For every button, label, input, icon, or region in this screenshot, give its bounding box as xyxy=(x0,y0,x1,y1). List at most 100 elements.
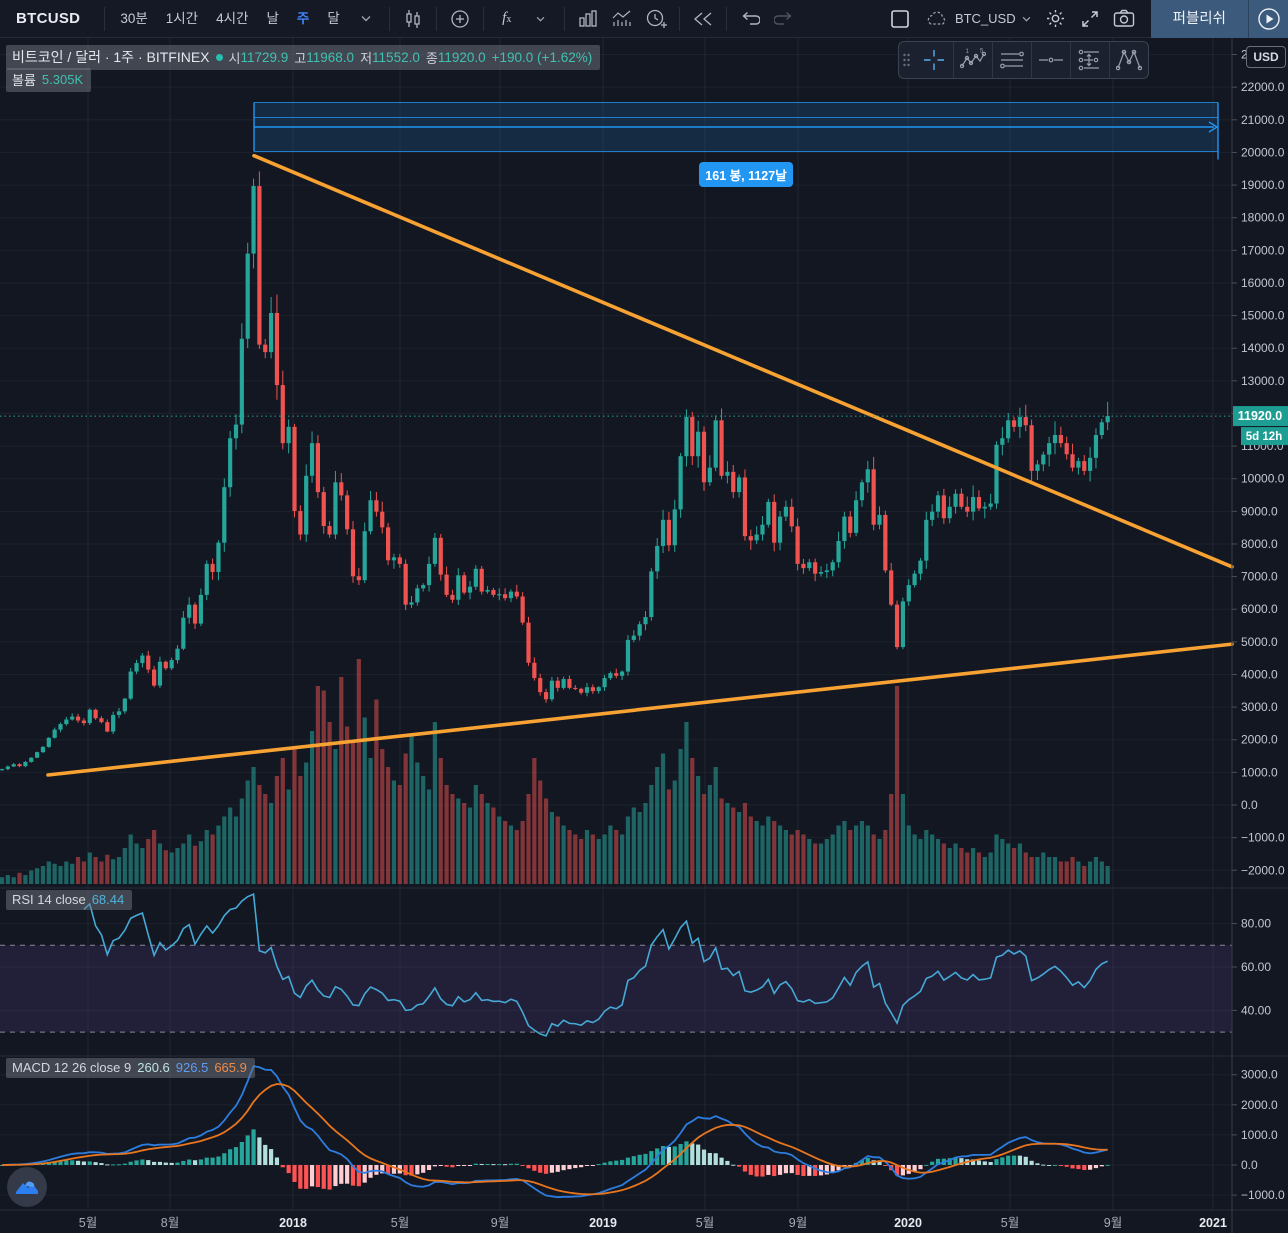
timeframe-달[interactable]: 달 xyxy=(327,10,340,26)
high-value: 11968.0 xyxy=(306,49,355,65)
macd-signal-line xyxy=(1,1083,1108,1196)
high-label: 고 xyxy=(294,50,307,66)
alert-button[interactable] xyxy=(639,0,673,38)
toolbar-separator xyxy=(435,6,437,31)
timeframe-30분[interactable]: 30분 xyxy=(120,10,148,26)
rsi-value: 68.44 xyxy=(91,892,125,907)
svg-text:19000.0: 19000.0 xyxy=(1241,178,1285,192)
svg-text:3000.0: 3000.0 xyxy=(1241,1068,1278,1082)
price-range-icon xyxy=(1078,49,1099,71)
svg-text:60.00: 60.00 xyxy=(1241,960,1271,974)
date-price-range-tool-button[interactable] xyxy=(1070,42,1109,78)
svg-text:5월: 5월 xyxy=(79,1216,97,1230)
trendlines xyxy=(46,153,1234,777)
rsi-label: RSI 14 close xyxy=(12,892,86,907)
macd-line xyxy=(1,1065,1108,1199)
publish-menu-button[interactable] xyxy=(1248,0,1288,38)
svg-text:9월: 9월 xyxy=(789,1216,807,1230)
alert-clock-icon xyxy=(646,9,667,28)
settings-button[interactable] xyxy=(1039,0,1073,38)
fullscreen-button[interactable] xyxy=(1073,0,1107,38)
svg-text:3000.0: 3000.0 xyxy=(1241,700,1278,714)
svg-text:7000.0: 7000.0 xyxy=(1241,570,1278,584)
trendline-ascending-support[interactable] xyxy=(46,642,1234,777)
indicators-menu-button[interactable] xyxy=(524,0,558,38)
time-axis[interactable]: 5월 8월 2018 5월 9월 2019 5월 9월 2020 5월 9월 2021 xyxy=(79,1216,1227,1230)
undo-button[interactable] xyxy=(733,0,767,38)
trendline-descending-resistance[interactable] xyxy=(252,153,1234,569)
compare-button[interactable] xyxy=(443,0,477,38)
macd-legend[interactable]: MACD 12 26 close 9 260.6 926.5 665.9 xyxy=(6,1058,255,1078)
svg-text:2000.0: 2000.0 xyxy=(1241,733,1278,747)
toolbar-separator xyxy=(725,6,727,31)
publish-button[interactable]: 퍼블리쉬 xyxy=(1172,10,1226,27)
svg-text:2018: 2018 xyxy=(279,1216,307,1230)
drag-dots-icon xyxy=(903,53,910,67)
svg-text:2020: 2020 xyxy=(894,1216,922,1230)
toolbar-separator xyxy=(678,6,680,31)
timeframe-menu-button[interactable] xyxy=(349,0,383,38)
fullscreen-arrows-icon xyxy=(1081,10,1098,27)
xabcd-pattern-tool-button[interactable] xyxy=(1109,42,1148,78)
toolbar-drag-handle[interactable] xyxy=(899,42,914,78)
xabcd-pattern-icon xyxy=(1116,49,1142,71)
svg-text:9월: 9월 xyxy=(1104,1216,1122,1230)
templates-button[interactable] xyxy=(605,0,639,38)
svg-text:5월: 5월 xyxy=(391,1216,409,1230)
timeframe-날[interactable]: 날 xyxy=(266,10,279,26)
rsi-legend[interactable]: RSI 14 close 68.44 xyxy=(6,890,133,910)
price-axis[interactable]: 23000.022000.021000.020000.019000.018000… xyxy=(1232,48,1285,1203)
volume-legend[interactable]: 볼륨 5.305K xyxy=(6,68,92,92)
svg-text:11920.0: 11920.0 xyxy=(1238,409,1283,423)
svg-text:22000.0: 22000.0 xyxy=(1241,80,1285,94)
measure-range-label[interactable]: 161 봉, 1127날 xyxy=(699,162,793,187)
cloud-layout-menu[interactable]: BTC_USD xyxy=(917,11,1039,27)
layout-select-button[interactable] xyxy=(883,0,917,38)
timeframe-4시간[interactable]: 4시간 xyxy=(216,10,249,26)
timeframe-1시간[interactable]: 1시간 xyxy=(165,10,199,26)
svg-text:16000.0: 16000.0 xyxy=(1241,276,1285,290)
candles xyxy=(0,171,1110,771)
svg-text:21000.0: 21000.0 xyxy=(1241,113,1285,127)
svg-text:0.0: 0.0 xyxy=(1241,798,1258,812)
svg-text:4000.0: 4000.0 xyxy=(1241,667,1278,681)
low-label: 저 xyxy=(360,50,373,66)
top-toolbar: BTCUSD 30분 1시간 4시간 날 주 달 fx xyxy=(0,0,1288,38)
indicator-template-icon xyxy=(612,10,631,26)
svg-text:5000.0: 5000.0 xyxy=(1241,635,1278,649)
bar-replay-button[interactable] xyxy=(686,0,720,38)
macd-hist-value: 260.6 xyxy=(137,1060,170,1075)
svg-text:−2000.0: −2000.0 xyxy=(1241,863,1285,877)
timeframe-주[interactable]: 주 xyxy=(296,10,310,26)
macd-histogram xyxy=(0,1129,1110,1190)
crosshair-tool-button[interactable] xyxy=(914,42,953,78)
cloud-icon xyxy=(927,11,946,25)
svg-text:14000.0: 14000.0 xyxy=(1241,341,1285,355)
toolbar-separator xyxy=(482,6,484,31)
currency-toggle-button[interactable]: USD xyxy=(1246,46,1286,68)
chart-style-button[interactable] xyxy=(396,0,430,38)
svg-text:5: 5 xyxy=(980,49,984,55)
fx-icon: fx xyxy=(502,10,512,26)
horizontal-line-tool-button[interactable] xyxy=(1031,42,1070,78)
parallel-channel-tool-button[interactable] xyxy=(992,42,1031,78)
measure-range-drawing[interactable] xyxy=(253,102,1219,160)
svg-text:2000.0: 2000.0 xyxy=(1241,1098,1278,1112)
tradingview-logo[interactable] xyxy=(7,1167,47,1207)
svg-text:8월: 8월 xyxy=(161,1216,179,1230)
indicators-button[interactable]: fx xyxy=(490,0,524,38)
cloud-layout-label: BTC_USD xyxy=(954,11,1016,26)
fundamentals-button[interactable] xyxy=(571,0,605,38)
snapshot-button[interactable] xyxy=(1107,0,1141,38)
symbol-legend[interactable]: 비트코인 / 달러 · 1주 · BITFINEX 시 11729.9 고 1196… xyxy=(6,45,601,70)
chevron-down-icon xyxy=(1022,16,1030,22)
svg-text:10000.0: 10000.0 xyxy=(1241,472,1285,486)
volume-label: 볼륨 xyxy=(12,73,36,88)
symbol-title[interactable]: BTCUSD xyxy=(16,10,81,27)
macd-lines xyxy=(1,1065,1108,1199)
redo-button[interactable] xyxy=(767,0,801,38)
